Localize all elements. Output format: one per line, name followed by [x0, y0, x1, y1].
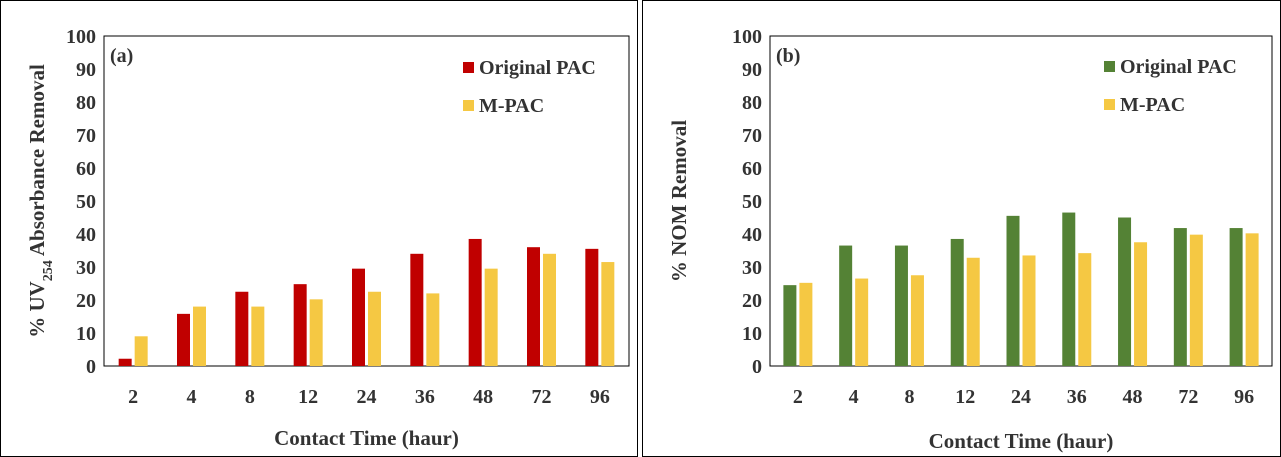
bar-m-pac — [1245, 233, 1259, 366]
bar-m-pac — [193, 306, 206, 366]
bar-original-pac — [950, 238, 964, 366]
y-tick-label: 0 — [752, 356, 762, 378]
legend-label: Original PAC — [479, 57, 596, 79]
y-tick-label: 50 — [76, 191, 96, 213]
y-tick-label: 50 — [742, 191, 762, 213]
y-tick-label: 90 — [76, 59, 96, 81]
panel-label: (a) — [110, 45, 133, 67]
bar-original-pac — [1118, 217, 1132, 366]
bar-m-pac — [855, 278, 869, 366]
x-tick-label: 2 — [128, 386, 138, 408]
bar-m-pac — [799, 282, 813, 366]
x-tick-label: 48 — [473, 386, 493, 408]
plot-area — [769, 35, 1273, 367]
bar-original-pac — [1006, 215, 1020, 366]
y-tick-label: 60 — [742, 158, 762, 180]
x-tick-label: 96 — [590, 386, 610, 408]
y-tick-label: 40 — [76, 224, 96, 246]
bar-original-pac — [585, 248, 599, 366]
x-tick-label: 12 — [955, 386, 975, 408]
bar-original-pac — [1229, 228, 1243, 366]
y-axis-label-part: % UV — [25, 281, 49, 338]
x-tick-label: 36 — [415, 386, 435, 408]
legend-label: Original PAC — [1120, 56, 1237, 78]
y-tick-label: 20 — [76, 290, 96, 312]
bar-m-pac — [484, 268, 498, 366]
plot-area — [103, 35, 630, 367]
bar-original-pac — [293, 284, 307, 366]
x-tick-label: 4 — [849, 386, 859, 408]
y-tick-label: 30 — [742, 257, 762, 279]
y-axis-label-subscript: 254 — [41, 260, 56, 281]
legend-swatch — [463, 62, 474, 73]
chart-panel-a: 0 10 20 30 40 50 60 70 80 90 100 2 4 8 12 24 36 48 72 96 Con… — [0, 0, 638, 457]
bar-m-pac — [309, 299, 323, 366]
bar-original-pac — [839, 245, 853, 366]
bar-original-pac — [235, 291, 249, 366]
y-tick-label: 10 — [76, 323, 96, 345]
bar-m-pac — [543, 253, 556, 366]
y-tick-label: 80 — [76, 92, 96, 114]
y-axis-label: % UV254 Absorbance Removal — [25, 64, 56, 338]
x-tick-label: 48 — [1123, 386, 1143, 408]
x-axis-label: Contact Time (haur) — [929, 429, 1114, 453]
legend-swatch — [1104, 99, 1115, 110]
y-tick-label: 90 — [742, 59, 762, 81]
y-tick-label: 20 — [742, 290, 762, 312]
bar-original-pac — [894, 245, 908, 366]
bar-m-pac — [1022, 255, 1036, 366]
y-tick-label: 100 — [732, 26, 762, 48]
y-tick-label: 30 — [76, 257, 96, 279]
y-tick-label: 70 — [742, 125, 762, 147]
legend-swatch — [463, 100, 474, 111]
legend-label: M-PAC — [1120, 94, 1185, 116]
x-tick-label: 4 — [187, 386, 197, 408]
bar-original-pac — [118, 358, 132, 366]
bar-original-pac — [352, 268, 365, 366]
y-tick-label: 10 — [742, 323, 762, 345]
legend-label: M-PAC — [479, 95, 544, 117]
bar-original-pac — [410, 253, 424, 366]
x-tick-label: 24 — [1011, 386, 1031, 408]
y-tick-label: 70 — [76, 125, 96, 147]
bar-original-pac — [783, 285, 797, 366]
y-tick-label: 60 — [76, 158, 96, 180]
y-tick-label: 80 — [742, 92, 762, 114]
y-tick-label: 40 — [742, 224, 762, 246]
bar-m-pac — [426, 293, 440, 366]
bar-m-pac — [910, 275, 924, 366]
bar-m-pac — [966, 257, 980, 366]
bar-m-pac — [601, 262, 615, 366]
panel-label: (b) — [776, 45, 800, 67]
x-tick-label: 8 — [245, 386, 255, 408]
bar-original-pac — [1173, 228, 1187, 366]
chart-panel-b: 0 10 20 30 40 50 60 70 80 90 100 2 4 8 12 24 36 48 72 96 Con… — [642, 0, 1281, 457]
x-tick-label: 72 — [1178, 386, 1198, 408]
x-axis-label: Contact Time (haur) — [274, 426, 459, 450]
bar-original-pac — [177, 313, 190, 366]
bar-original-pac — [1062, 212, 1076, 366]
x-tick-label: 12 — [298, 386, 318, 408]
y-tick-label: 100 — [66, 26, 96, 48]
bar-m-pac — [251, 306, 265, 366]
bar-m-pac — [368, 291, 381, 366]
x-tick-label: 72 — [532, 386, 552, 408]
bar-m-pac — [1189, 234, 1203, 366]
bar-m-pac — [134, 336, 148, 366]
bar-original-pac — [468, 238, 482, 366]
x-tick-label: 96 — [1234, 386, 1254, 408]
y-tick-label: 0 — [86, 356, 96, 378]
y-axis-label-part: Absorbance Removal — [25, 64, 49, 260]
y-axis-label: % NOM Removal — [667, 120, 691, 282]
x-tick-label: 8 — [904, 386, 914, 408]
bar-original-pac — [527, 247, 540, 366]
bar-m-pac — [1078, 253, 1092, 366]
legend-swatch — [1104, 61, 1115, 72]
x-tick-label: 24 — [357, 386, 377, 408]
bar-m-pac — [1134, 242, 1148, 366]
x-tick-label: 2 — [793, 386, 803, 408]
x-tick-label: 36 — [1067, 386, 1087, 408]
